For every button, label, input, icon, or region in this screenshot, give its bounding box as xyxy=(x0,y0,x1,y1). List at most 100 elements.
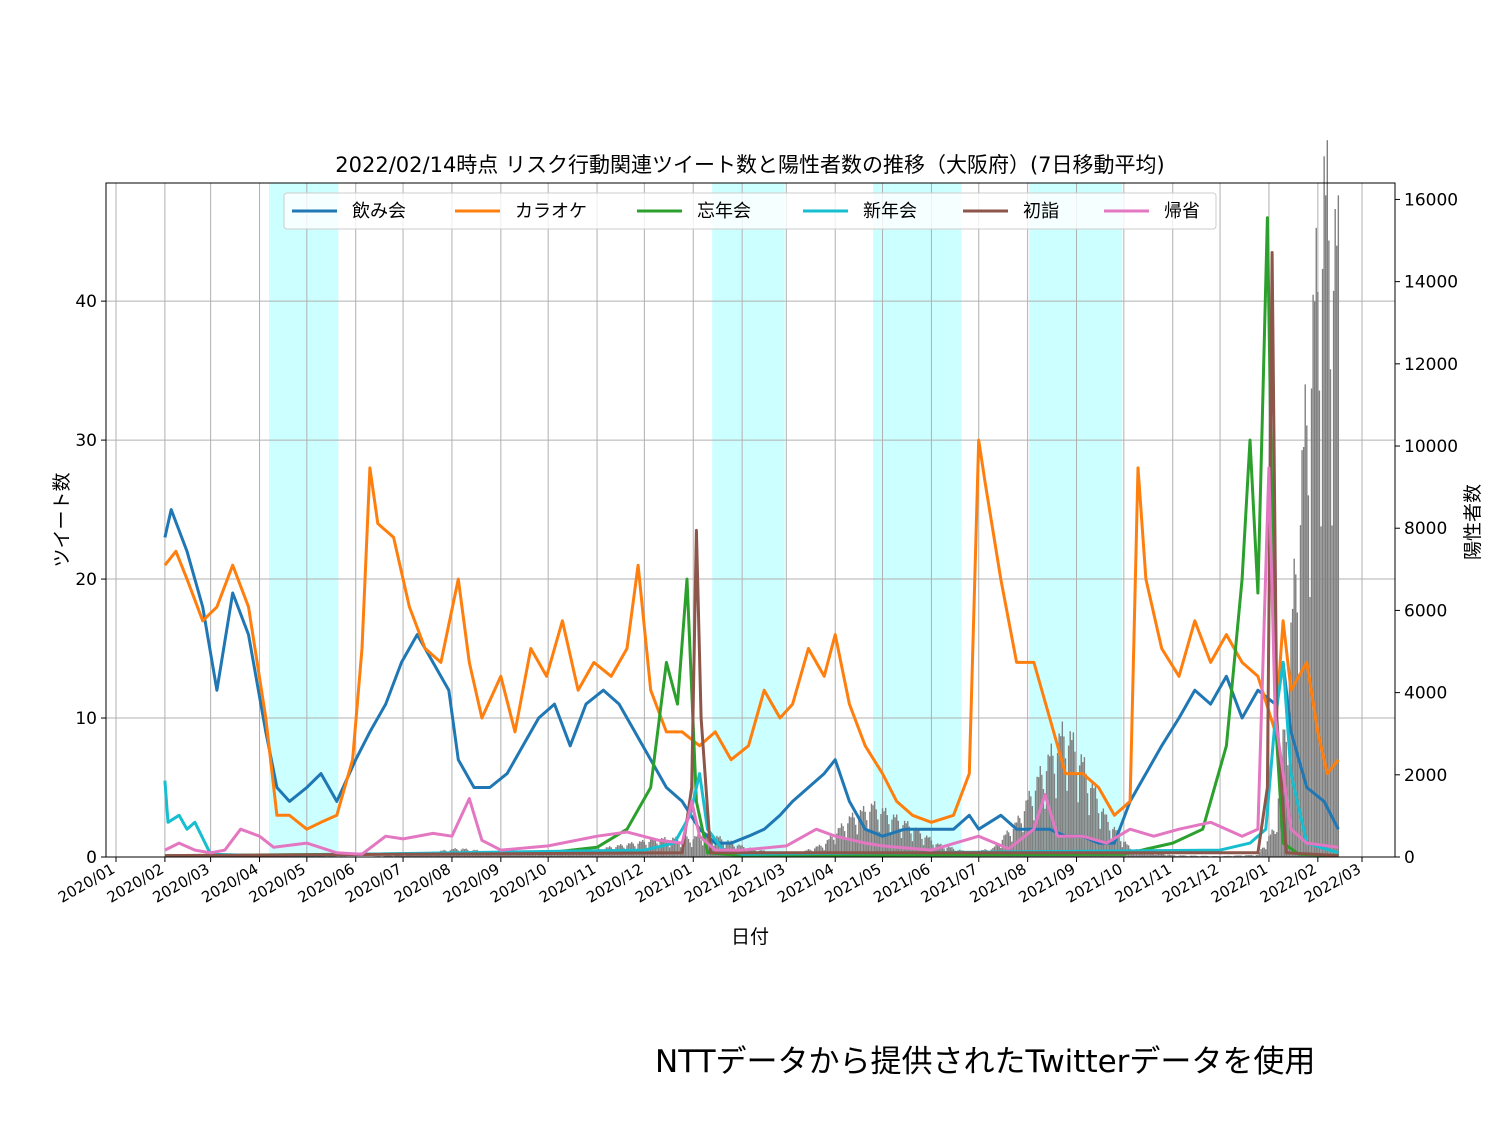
positives-bar xyxy=(1165,855,1168,857)
positives-bar xyxy=(523,854,526,857)
positives-bar xyxy=(894,817,896,857)
positives-bar xyxy=(656,843,658,857)
positives-bar xyxy=(1063,736,1065,857)
positives-bar xyxy=(312,855,314,857)
positives-bar xyxy=(1257,854,1259,857)
positives-bar xyxy=(1216,855,1218,857)
positives-bar xyxy=(426,854,428,857)
legend-label: カラオケ xyxy=(515,201,587,222)
positives-bar xyxy=(1332,290,1335,857)
positives-bar xyxy=(1261,847,1264,857)
positives-bar xyxy=(1078,765,1081,857)
positives-bar xyxy=(919,833,922,857)
positives-bar xyxy=(853,817,855,857)
positives-bar xyxy=(512,853,515,857)
positives-bar xyxy=(687,838,690,857)
y-tick-label: 20 xyxy=(75,570,97,590)
positives-bar xyxy=(1265,849,1267,857)
y-right-tick-label: 16000 xyxy=(1404,190,1458,210)
shaded-period xyxy=(268,183,339,857)
positives-bar xyxy=(1067,745,1070,857)
positives-bar xyxy=(1337,195,1340,857)
positives-bar xyxy=(1041,774,1043,857)
positives-bar xyxy=(714,838,717,857)
positives-bar xyxy=(672,837,674,857)
positives-bar xyxy=(533,853,535,857)
positives-bar xyxy=(1110,839,1112,857)
positives-bar xyxy=(407,854,409,857)
positives-bar xyxy=(938,844,941,857)
positives-bar xyxy=(670,840,672,857)
positives-bar xyxy=(1309,597,1311,857)
legend-label: 飲み会 xyxy=(352,201,406,222)
positives-bar xyxy=(522,853,524,857)
positives-bar xyxy=(1088,815,1090,857)
y-right-tick-label: 2000 xyxy=(1404,766,1447,786)
positives-bar xyxy=(940,843,942,857)
y-right-tick-label: 8000 xyxy=(1404,519,1447,539)
positives-bar xyxy=(840,823,843,857)
positives-bar xyxy=(1167,854,1169,857)
positives-bar xyxy=(908,826,911,857)
positives-bar xyxy=(1097,813,1100,857)
y-right-tick-label: 6000 xyxy=(1404,601,1447,621)
positives-bar xyxy=(577,852,579,857)
positives-bar xyxy=(877,819,879,857)
positives-bar xyxy=(1269,834,1272,857)
legend-label: 忘年会 xyxy=(697,201,751,222)
positives-bar xyxy=(396,855,398,857)
positives-bar xyxy=(695,836,698,857)
positives-bar xyxy=(1096,798,1098,857)
positives-bar xyxy=(1183,855,1185,857)
positives-bar xyxy=(1006,830,1008,857)
positives-bar xyxy=(937,843,939,857)
positives-bar xyxy=(1093,788,1095,857)
positives-bar xyxy=(1194,855,1196,857)
positives-bar xyxy=(888,824,890,857)
positives-bar xyxy=(700,840,702,857)
positives-bar xyxy=(544,853,546,857)
positives-bar xyxy=(399,855,401,857)
positives-bar xyxy=(402,855,404,857)
positives-bar xyxy=(1325,195,1327,857)
y-tick-label: 30 xyxy=(75,431,97,451)
positives-bar xyxy=(388,855,390,857)
positives-bar xyxy=(1227,855,1229,857)
positives-bar xyxy=(1082,762,1084,857)
positives-bar xyxy=(1028,790,1030,857)
positives-bar xyxy=(1173,855,1176,857)
positives-bar xyxy=(716,835,718,857)
positives-bar xyxy=(1293,558,1295,857)
shaded-period xyxy=(1029,183,1123,857)
positives-bar xyxy=(1228,855,1231,857)
positives-bar xyxy=(1238,855,1240,857)
positives-bar xyxy=(845,838,847,857)
positives-bar xyxy=(1056,752,1059,857)
shaded-period xyxy=(712,183,785,857)
positives-bar xyxy=(580,854,582,857)
series-lines xyxy=(163,216,1340,858)
positives-bar xyxy=(1107,821,1109,857)
y-right-tick-label: 10000 xyxy=(1404,437,1458,457)
positives-bar xyxy=(831,836,833,857)
positives-bar xyxy=(1001,839,1004,857)
positives-bar xyxy=(1178,855,1180,857)
positives-bar xyxy=(569,854,571,857)
positives-bar xyxy=(503,854,505,857)
positives-bar xyxy=(665,839,668,857)
positives-bar xyxy=(394,855,396,857)
positives-bar xyxy=(1224,855,1226,857)
positives-bar xyxy=(560,853,562,857)
positives-bar xyxy=(918,828,920,857)
positives-bar xyxy=(866,820,868,857)
positives-bar xyxy=(903,820,906,857)
positives-bar xyxy=(1118,835,1120,857)
positives-bar xyxy=(1015,822,1018,857)
positives-bar xyxy=(1189,855,1191,857)
positives-bar xyxy=(1236,855,1239,857)
positives-bar xyxy=(1143,853,1146,857)
positives-bar xyxy=(545,854,548,857)
positives-bar xyxy=(391,855,393,857)
positives-bar xyxy=(1321,268,1324,858)
